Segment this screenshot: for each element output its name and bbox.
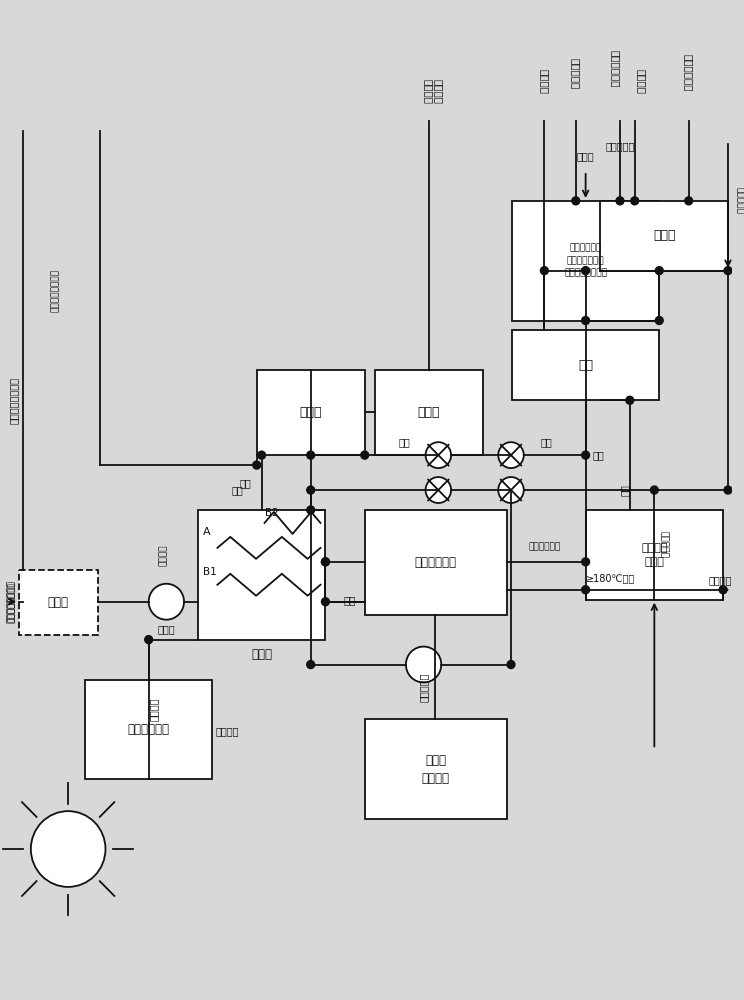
Text: 导热工质: 导热工质 [216, 726, 239, 736]
Text: 蒸汽: 蒸汽 [239, 478, 251, 488]
Text: 制冷水制冷机
（吸收式制冷机
或压缩式制冷机）: 制冷水制冷机 （吸收式制冷机 或压缩式制冷机） [564, 244, 607, 278]
Circle shape [572, 197, 580, 205]
Bar [512, 201, 659, 320]
Text: 生物质
收集装置: 生物质 收集装置 [422, 754, 450, 785]
Circle shape [631, 197, 638, 205]
Circle shape [307, 486, 315, 494]
Circle shape [426, 442, 451, 468]
Text: 烟气余热
交换器: 烟气余热 交换器 [641, 543, 667, 567]
Circle shape [321, 558, 330, 566]
Circle shape [582, 558, 589, 566]
Text: B1: B1 [202, 567, 217, 577]
Text: 电力用户: 电力用户 [433, 79, 443, 104]
Text: 空调用户: 空调用户 [539, 69, 549, 94]
Text: 过冷水用户: 过冷水用户 [571, 58, 581, 89]
Circle shape [426, 477, 451, 503]
Bar [85, 680, 213, 779]
Bar [257, 370, 365, 455]
Bar [198, 510, 325, 640]
Circle shape [149, 584, 184, 620]
Bar [365, 510, 507, 615]
Text: 给水泵: 给水泵 [158, 625, 175, 635]
Text: 补水来自化水车间: 补水来自化水车间 [7, 580, 16, 623]
Circle shape [257, 451, 266, 459]
Circle shape [406, 647, 441, 682]
Circle shape [361, 451, 368, 459]
Text: B2: B2 [265, 508, 278, 518]
Circle shape [655, 267, 663, 275]
Text: 热水: 热水 [540, 437, 552, 447]
Text: 来自净水场: 来自净水场 [660, 531, 669, 558]
Circle shape [145, 636, 153, 644]
Bar [19, 570, 97, 635]
Circle shape [582, 451, 589, 459]
Circle shape [31, 811, 106, 887]
Circle shape [626, 396, 634, 404]
Circle shape [307, 451, 315, 459]
Bar [512, 330, 659, 400]
Circle shape [498, 477, 524, 503]
Text: 热水: 热水 [592, 450, 604, 460]
Circle shape [650, 486, 658, 494]
Text: 导热工质: 导热工质 [149, 698, 158, 721]
Text: 汽轮机: 汽轮机 [299, 406, 322, 419]
Text: 来自汽轮机净水场: 来自汽轮机净水场 [7, 582, 16, 622]
Circle shape [507, 661, 515, 669]
Text: 冬季供暖用户: 冬季供暖用户 [684, 54, 693, 92]
Circle shape [684, 197, 693, 205]
Text: 来自汽轮机净水场: 来自汽轮机净水场 [51, 269, 60, 312]
Text: 生物质气化炉: 生物质气化炉 [415, 556, 457, 569]
Circle shape [307, 661, 315, 669]
Circle shape [616, 197, 624, 205]
Circle shape [655, 317, 663, 324]
Text: 来自净水场: 来自净水场 [606, 141, 635, 151]
Text: 热水: 热水 [620, 484, 630, 496]
Text: 来自净水场: 来自净水场 [735, 187, 744, 214]
Text: A: A [202, 527, 211, 537]
Text: 太阳光集热器: 太阳光集热器 [128, 723, 170, 736]
Text: 导热工质: 导热工质 [159, 544, 168, 566]
Circle shape [582, 586, 589, 594]
Text: 排放烟气: 排放烟气 [708, 575, 732, 585]
Circle shape [719, 586, 727, 594]
Text: 电力用户: 电力用户 [423, 79, 434, 104]
Text: 除氧器: 除氧器 [48, 596, 69, 609]
Bar [586, 510, 723, 600]
Text: 冷库: 冷库 [578, 359, 593, 372]
Circle shape [498, 442, 524, 468]
Bar [600, 201, 728, 271]
Text: 热水用户: 热水用户 [637, 69, 647, 94]
Text: 生物质热蒸汽: 生物质热蒸汽 [528, 542, 560, 551]
Circle shape [540, 267, 548, 275]
Text: 生物质燃料: 生物质燃料 [419, 673, 429, 702]
Circle shape [724, 267, 732, 275]
Text: 半导: 半导 [344, 595, 356, 605]
Circle shape [321, 598, 330, 606]
Circle shape [582, 267, 589, 275]
Text: 发电机: 发电机 [417, 406, 440, 419]
Text: 冷链储藏用户: 冷链储藏用户 [610, 50, 620, 88]
Text: 热水槽: 热水槽 [653, 229, 676, 242]
Circle shape [307, 506, 315, 514]
Bar [365, 719, 507, 819]
Text: ≥180℃烟气: ≥180℃烟气 [586, 573, 635, 583]
Text: 蓄热器: 蓄热器 [251, 648, 272, 661]
Circle shape [321, 558, 330, 566]
Bar [374, 370, 483, 455]
Text: 热水: 热水 [398, 437, 410, 447]
Circle shape [582, 317, 589, 324]
Text: 冷却水: 冷却水 [577, 151, 594, 161]
Text: 补水来自化水车间: 补水来自化水车间 [9, 377, 19, 424]
Text: 蒸汽: 蒸汽 [231, 485, 243, 495]
Circle shape [253, 461, 260, 469]
Circle shape [724, 486, 732, 494]
